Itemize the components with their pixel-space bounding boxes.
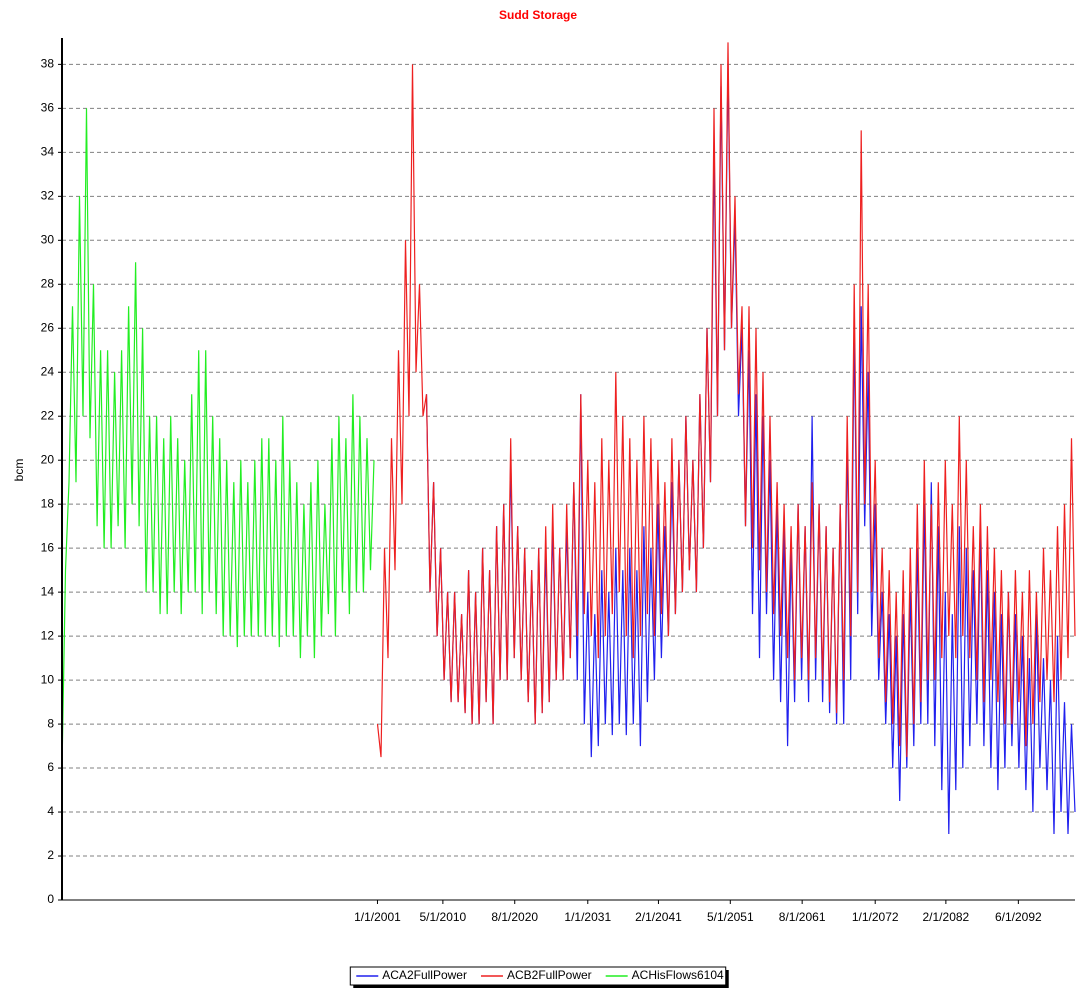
y-tick-label: 8 [47,716,54,730]
y-axis-label: bcm [12,459,26,482]
x-tick-label: 2/1/2082 [923,910,970,924]
y-tick-label: 12 [41,628,55,642]
y-tick-label: 6 [47,760,54,774]
y-tick-label: 28 [41,276,55,290]
x-tick-label: 5/1/2051 [707,910,754,924]
legend-box [349,966,727,986]
series-line [376,42,1076,758]
y-tick-label: 30 [41,232,55,246]
y-tick-label: 24 [41,364,55,378]
y-tick-label: 16 [41,540,55,554]
x-tick-label: 1/1/2072 [852,910,899,924]
x-tick-label: 6/1/2092 [995,910,1042,924]
y-tick-label: 20 [41,452,55,466]
y-tick-label: 36 [41,101,55,115]
y-tick-label: 34 [41,145,55,159]
chart-title: Sudd Storage [499,8,577,22]
legend: ACA2FullPower ACB2FullPower ACHisFlows6104 [349,966,729,988]
y-tick-label: 38 [41,57,55,71]
y-tick-label: 14 [41,584,55,598]
y-tick-label: 2 [47,848,54,862]
y-tick-label: 0 [47,892,54,906]
legend-label: ACB2FullPower [507,968,592,982]
series-line [61,108,375,769]
legend-label: ACA2FullPower [382,968,467,982]
x-tick-label: 1/1/2031 [564,910,611,924]
x-tick-label: 2/1/2041 [635,910,682,924]
y-tick-label: 4 [47,804,54,818]
x-tick-label: 1/1/2001 [354,910,401,924]
x-tick-label: 5/1/2010 [420,910,467,924]
y-tick-label: 32 [41,188,55,202]
y-tick-label: 18 [41,496,55,510]
x-tick-label: 8/1/2061 [779,910,826,924]
legend-label: ACHisFlows6104 [632,968,724,982]
y-tick-label: 10 [41,672,55,686]
y-tick-label: 22 [41,408,55,422]
x-tick-label: 8/1/2020 [491,910,538,924]
y-tick-label: 26 [41,320,55,334]
